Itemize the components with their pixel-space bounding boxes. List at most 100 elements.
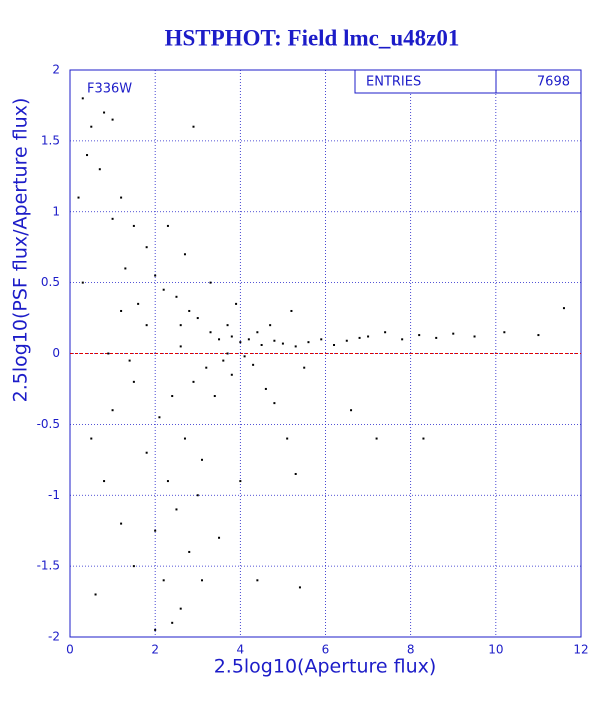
point [132, 224, 135, 227]
point [218, 536, 221, 539]
point [256, 579, 259, 582]
point [132, 380, 135, 383]
point [209, 331, 212, 334]
stats-label: ENTRIES [366, 75, 421, 90]
point [94, 593, 97, 596]
point [201, 458, 204, 461]
point [333, 343, 336, 346]
y-tick-label: 0.5 [41, 275, 60, 289]
point [537, 334, 540, 337]
point [367, 335, 370, 338]
point [294, 345, 297, 348]
point [273, 339, 276, 342]
point [269, 324, 272, 327]
point [222, 359, 225, 362]
x-tick-label: 12 [573, 643, 588, 657]
point [260, 343, 263, 346]
point [205, 366, 208, 369]
point [86, 154, 89, 157]
point [179, 607, 182, 610]
x-axis-label: 2.5log10(Aperture flux) [214, 656, 437, 678]
point [132, 565, 135, 568]
point [239, 341, 242, 344]
point [230, 373, 233, 376]
x-tick-label: 0 [66, 643, 74, 657]
x-tick-label: 10 [488, 643, 503, 657]
point [154, 628, 157, 631]
point [175, 508, 178, 511]
point [77, 196, 80, 199]
point [196, 317, 199, 320]
point [213, 395, 216, 398]
y-axis-label: 2.5log10(PSF flux/Aperture flux) [10, 98, 32, 403]
point [162, 579, 165, 582]
point [375, 437, 378, 440]
point [294, 472, 297, 475]
y-tick-label: -0.5 [37, 417, 60, 431]
point [128, 359, 131, 362]
x-tick-label: 4 [237, 643, 245, 657]
point [183, 253, 186, 256]
point [120, 309, 123, 312]
point [201, 579, 204, 582]
point [137, 302, 140, 305]
point [179, 324, 182, 327]
point [503, 331, 506, 334]
point [358, 336, 361, 339]
y-tick-label: -1 [48, 488, 60, 502]
point [90, 125, 93, 128]
y-tick-label: 1.5 [41, 133, 60, 147]
x-tick-label: 6 [322, 643, 330, 657]
point [90, 437, 93, 440]
point [422, 437, 425, 440]
point [111, 409, 114, 412]
point [81, 97, 84, 100]
point [401, 338, 404, 341]
point [281, 342, 284, 345]
point [120, 196, 123, 199]
point [350, 409, 353, 412]
point [171, 395, 174, 398]
point [264, 387, 267, 390]
point [345, 339, 348, 342]
y-tick-label: 2 [52, 63, 60, 77]
point [435, 336, 438, 339]
point [162, 288, 165, 291]
y-tick-label: -2 [48, 630, 60, 644]
point [298, 586, 301, 589]
point [562, 307, 565, 310]
point [103, 111, 106, 114]
stats-value: 7698 [537, 75, 570, 90]
point [290, 309, 293, 312]
point [218, 338, 221, 341]
point [154, 529, 157, 532]
point [235, 302, 238, 305]
point [192, 125, 195, 128]
point [196, 494, 199, 497]
point [166, 224, 169, 227]
point [384, 331, 387, 334]
point [418, 334, 421, 337]
y-tick-label: 1 [52, 204, 60, 218]
point [286, 437, 289, 440]
point [252, 363, 255, 366]
point [98, 168, 101, 171]
point [209, 281, 212, 284]
point [307, 341, 310, 344]
point [230, 335, 233, 338]
point [303, 366, 306, 369]
point [111, 217, 114, 220]
point [226, 324, 229, 327]
point [145, 451, 148, 454]
x-tick-label: 2 [151, 643, 159, 657]
point [192, 380, 195, 383]
point [166, 480, 169, 483]
point [188, 550, 191, 553]
point [145, 246, 148, 249]
point [124, 267, 127, 270]
point [111, 118, 114, 121]
point [154, 274, 157, 277]
point [188, 309, 191, 312]
